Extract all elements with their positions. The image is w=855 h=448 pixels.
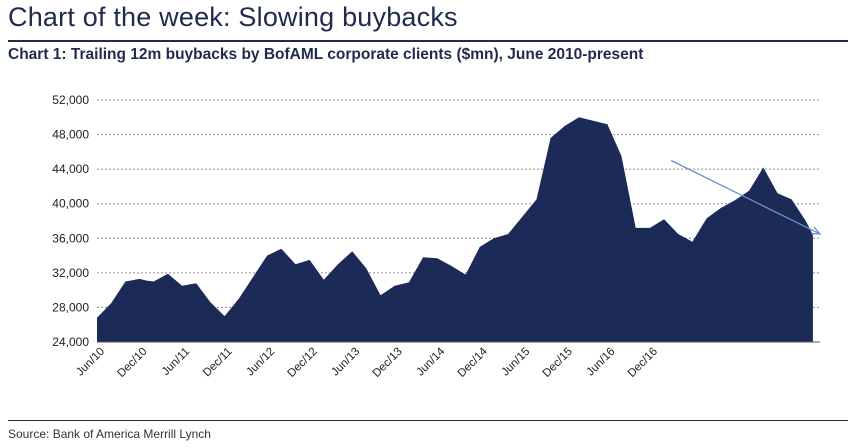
x-tick-label: Dec/14	[456, 345, 491, 380]
x-tick-label: Jun/13	[329, 346, 362, 379]
trend-arrow-head	[810, 226, 822, 235]
y-tick-label: 52,000	[52, 93, 89, 107]
trend-arrow	[670, 159, 822, 235]
y-tick-label: 24,000	[52, 335, 89, 349]
y-tick-label: 32,000	[52, 266, 89, 280]
trend-arrow-line	[670, 159, 821, 235]
y-tick-label: 36,000	[52, 231, 89, 245]
x-axis-ticks: Jun/10 Dec/10 Jun/11 Dec/11 Jun/12 Dec/12 Jun/…	[74, 345, 660, 380]
x-tick-label: Jun/11	[160, 346, 192, 378]
x-tick-label: Jun/14	[414, 345, 447, 378]
chart-main-title: Chart of the week: Slowing buybacks	[8, 2, 458, 32]
x-tick-label: Dec/13	[371, 346, 405, 380]
y-tick-label: 28,000	[52, 300, 89, 314]
x-tick-label: Jun/15	[500, 346, 533, 379]
buybacks-area-chart: 24,000 28,000 32,000 36,000 40,000 44,000 48,0…	[52, 93, 822, 380]
source-note: Source: Bank of America Merrill Lynch	[8, 427, 211, 441]
x-tick-label: Dec/10	[115, 346, 149, 380]
y-axis-ticks: 24,000 28,000 32,000 36,000 40,000 44,000 48,0…	[52, 93, 89, 349]
x-tick-label: Jun/12	[244, 346, 277, 379]
y-tick-label: 40,000	[52, 197, 89, 211]
x-tick-label: Dec/15	[541, 346, 575, 380]
x-tick-label: Dec/11	[201, 346, 235, 380]
y-tick-label: 44,000	[52, 162, 89, 176]
title-divider	[8, 40, 848, 42]
x-tick-label: Dec/12	[286, 346, 320, 380]
x-tick-label: Jun/16	[585, 346, 618, 379]
y-tick-label: 48,000	[52, 128, 89, 142]
x-tick-label: Dec/16	[626, 346, 660, 380]
footer-divider	[8, 420, 848, 421]
buybacks-area-series	[97, 117, 813, 342]
chart-subtitle: Chart 1: Trailing 12m buybacks by BofAML…	[8, 46, 644, 63]
x-tick-label: Jun/10	[74, 346, 107, 379]
